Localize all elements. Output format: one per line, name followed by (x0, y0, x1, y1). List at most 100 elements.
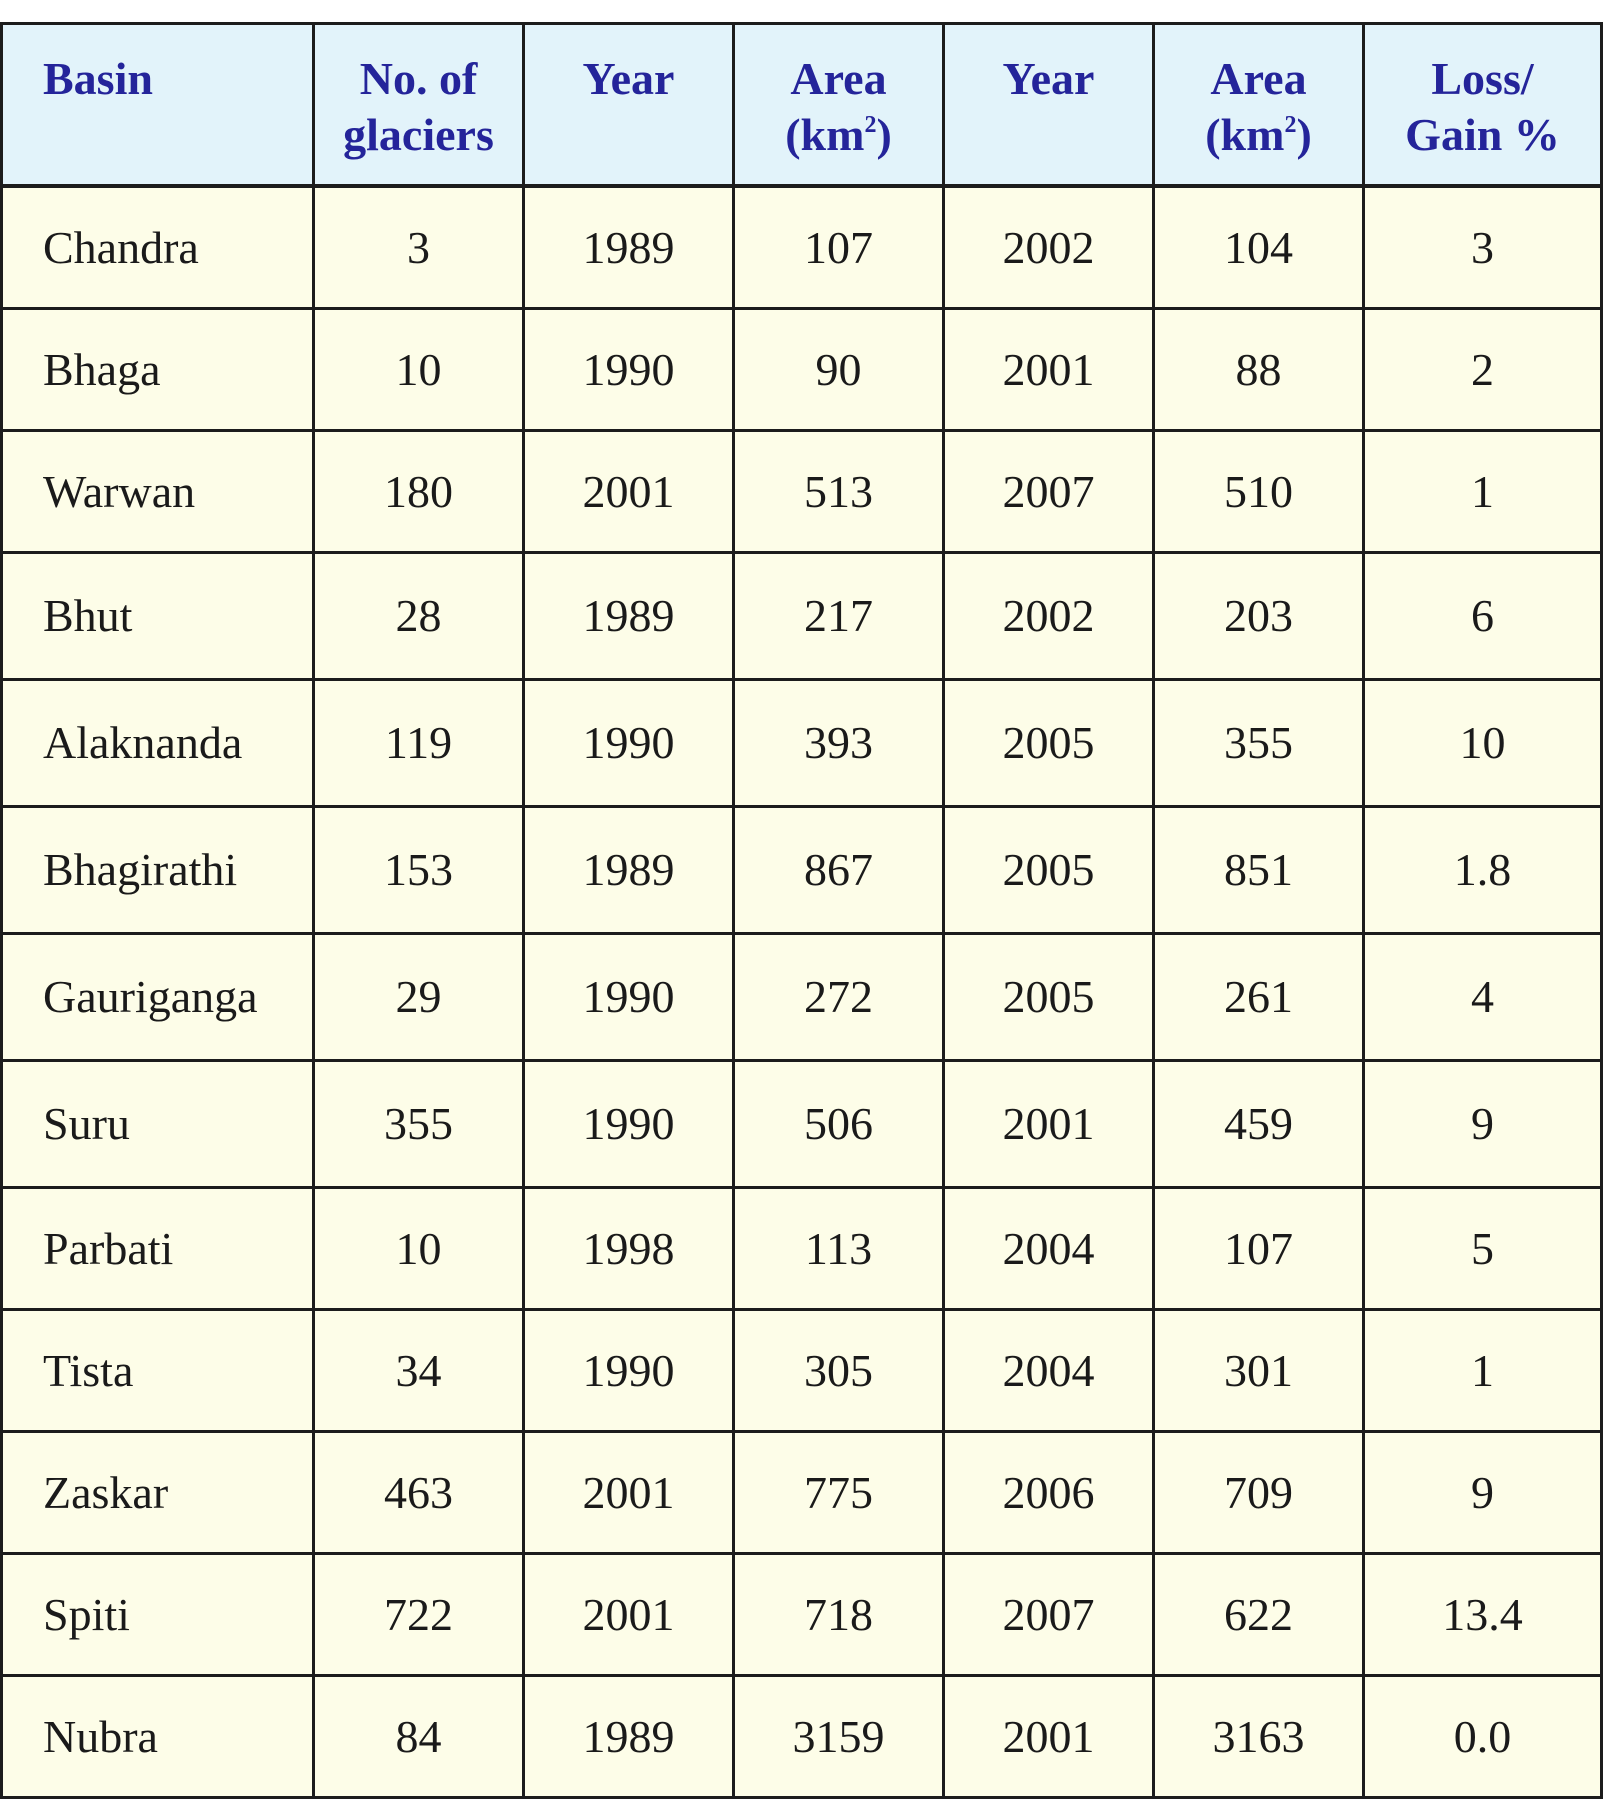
cell-area-start: 305 (732, 1307, 945, 1433)
cell-area-start: 90 (732, 306, 945, 432)
cell-year-end: 2007 (942, 1551, 1155, 1677)
cell-basin: Spiti (0, 1551, 315, 1677)
table-row: Warwan 180 2001 513 2007 510 1 (0, 428, 1603, 554)
cell-no-of-glaciers: 10 (312, 306, 525, 432)
cell-area-end: 622 (1152, 1551, 1365, 1677)
cell-area-start: 107 (732, 183, 945, 310)
cell-year-end: 2001 (942, 306, 1155, 432)
cell-loss-gain: 6 (1362, 550, 1603, 681)
cell-area-start: 113 (732, 1185, 945, 1311)
cell-no-of-glaciers: 10 (312, 1185, 525, 1311)
cell-area-start: 272 (732, 931, 945, 1062)
cell-area-start: 867 (732, 804, 945, 935)
cell-area-end: 301 (1152, 1307, 1365, 1433)
cell-year-end: 2005 (942, 931, 1155, 1062)
cell-basin: Chandra (0, 183, 315, 310)
cell-year-end: 2002 (942, 550, 1155, 681)
cell-area-start: 217 (732, 550, 945, 681)
cell-year-start: 1990 (522, 931, 735, 1062)
cell-area-end: 355 (1152, 677, 1365, 808)
cell-year-start: 1990 (522, 1307, 735, 1433)
cell-year-end: 2004 (942, 1185, 1155, 1311)
table-row: Gauriganga 29 1990 272 2005 261 4 (0, 931, 1603, 1062)
table-row: Spiti 722 2001 718 2007 622 13.4 (0, 1551, 1603, 1677)
table-row: Bhagirathi 153 1989 867 2005 851 1.8 (0, 804, 1603, 935)
cell-year-end: 2005 (942, 677, 1155, 808)
cell-no-of-glaciers: 84 (312, 1673, 525, 1799)
table-row: Bhaga 10 1990 90 2001 88 2 (0, 306, 1603, 432)
cell-area-end: 88 (1152, 306, 1365, 432)
cell-area-start: 513 (732, 428, 945, 554)
cell-basin: Zaskar (0, 1429, 315, 1555)
glacier-change-table: Basin No. of glaciers Year Area (km2) Year… (0, 22, 1603, 1799)
cell-area-end: 3163 (1152, 1673, 1365, 1799)
cell-year-start: 1990 (522, 1058, 735, 1189)
table-row: Tista 34 1990 305 2004 301 1 (0, 1307, 1603, 1433)
cell-year-end: 2001 (942, 1058, 1155, 1189)
cell-year-start: 1990 (522, 677, 735, 808)
header-area-start: Area (km2) (732, 22, 945, 187)
cell-basin: Parbati (0, 1185, 315, 1311)
cell-no-of-glaciers: 463 (312, 1429, 525, 1555)
cell-basin: Nubra (0, 1673, 315, 1799)
cell-year-start: 2001 (522, 1551, 735, 1677)
cell-year-start: 1989 (522, 550, 735, 681)
cell-year-start: 1998 (522, 1185, 735, 1311)
cell-loss-gain: 1 (1362, 1307, 1603, 1433)
cell-no-of-glaciers: 180 (312, 428, 525, 554)
table-row: Bhut 28 1989 217 2002 203 6 (0, 550, 1603, 681)
cell-basin: Suru (0, 1058, 315, 1189)
cell-loss-gain: 9 (1362, 1429, 1603, 1555)
cell-no-of-glaciers: 34 (312, 1307, 525, 1433)
cell-year-start: 2001 (522, 428, 735, 554)
cell-year-end: 2002 (942, 183, 1155, 310)
cell-year-end: 2001 (942, 1673, 1155, 1799)
cell-basin: Bhaga (0, 306, 315, 432)
header-year-start: Year (522, 22, 735, 187)
table-row: Nubra 84 1989 3159 2001 3163 0.0 (0, 1673, 1603, 1799)
cell-no-of-glaciers: 3 (312, 183, 525, 310)
cell-loss-gain: 9 (1362, 1058, 1603, 1189)
table-header-row: Basin No. of glaciers Year Area (km2) Year… (0, 22, 1603, 187)
cell-area-end: 851 (1152, 804, 1365, 935)
cell-basin: Tista (0, 1307, 315, 1433)
cell-loss-gain: 0.0 (1362, 1673, 1603, 1799)
cell-basin: Alaknanda (0, 677, 315, 808)
cell-loss-gain: 2 (1362, 306, 1603, 432)
cell-loss-gain: 4 (1362, 931, 1603, 1062)
cell-area-start: 393 (732, 677, 945, 808)
header-year-end: Year (942, 22, 1155, 187)
cell-year-start: 1989 (522, 804, 735, 935)
cell-no-of-glaciers: 153 (312, 804, 525, 935)
cell-area-end: 203 (1152, 550, 1365, 681)
table-row: Chandra 3 1989 107 2002 104 3 (0, 183, 1603, 310)
header-area-end: Area (km2) (1152, 22, 1365, 187)
cell-loss-gain: 1.8 (1362, 804, 1603, 935)
cell-no-of-glaciers: 29 (312, 931, 525, 1062)
header-no-of-glaciers: No. of glaciers (312, 22, 525, 187)
cell-year-start: 2001 (522, 1429, 735, 1555)
cell-basin: Warwan (0, 428, 315, 554)
cell-year-start: 1989 (522, 1673, 735, 1799)
cell-area-end: 107 (1152, 1185, 1365, 1311)
cell-year-start: 1990 (522, 306, 735, 432)
cell-area-end: 104 (1152, 183, 1365, 310)
table-row: Alaknanda 119 1990 393 2005 355 10 (0, 677, 1603, 808)
table-body: Chandra 3 1989 107 2002 104 3 Bhaga 10 1990 90 2001… (0, 183, 1603, 1799)
cell-basin: Bhagirathi (0, 804, 315, 935)
cell-year-end: 2005 (942, 804, 1155, 935)
table-row: Zaskar 463 2001 775 2006 709 9 (0, 1429, 1603, 1555)
cell-basin: Bhut (0, 550, 315, 681)
table-row: Suru 355 1990 506 2001 459 9 (0, 1058, 1603, 1189)
header-loss-gain: Loss/Gain % (1362, 22, 1603, 187)
cell-area-end: 459 (1152, 1058, 1365, 1189)
cell-area-end: 261 (1152, 931, 1365, 1062)
cell-basin: Gauriganga (0, 931, 315, 1062)
cell-year-end: 2004 (942, 1307, 1155, 1433)
cell-loss-gain: 5 (1362, 1185, 1603, 1311)
cell-loss-gain: 13.4 (1362, 1551, 1603, 1677)
cell-loss-gain: 3 (1362, 183, 1603, 310)
cell-area-start: 3159 (732, 1673, 945, 1799)
cell-no-of-glaciers: 722 (312, 1551, 525, 1677)
cell-area-end: 709 (1152, 1429, 1365, 1555)
